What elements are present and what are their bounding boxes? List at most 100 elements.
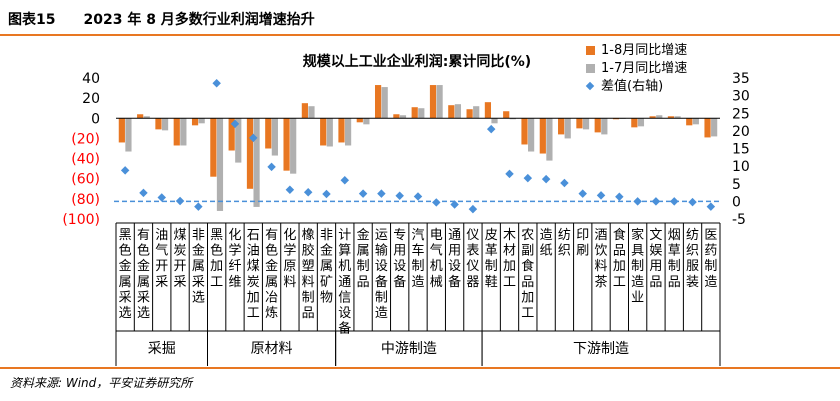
- bar-jul: [399, 115, 407, 119]
- bar-aug: [411, 107, 418, 119]
- diff-marker: [468, 204, 478, 214]
- y-right-tick-label: 20: [732, 124, 750, 140]
- diff-marker: [285, 185, 295, 194]
- y-left-tick-label: (100): [62, 212, 100, 228]
- category-label: 化学纤维: [228, 228, 241, 290]
- diff-marker: [322, 189, 331, 199]
- y-right-tick-label: 10: [732, 159, 750, 175]
- group-label: 中游制造: [381, 341, 437, 357]
- diff-marker: [175, 196, 185, 206]
- bar-jul: [637, 118, 645, 127]
- bar-jul: [198, 118, 205, 124]
- category-label: 农副食品加工: [521, 228, 534, 321]
- y-right-tick-label: 30: [732, 89, 750, 105]
- header-rule: [0, 34, 840, 36]
- diff-marker: [340, 175, 350, 185]
- category-label: 有色金属冶炼: [265, 228, 278, 321]
- bar-jul: [308, 106, 315, 119]
- category-label: 通用设备: [448, 228, 461, 290]
- bar-jul: [582, 118, 590, 130]
- diff-marker: [615, 192, 624, 202]
- category-label: 黑色加工: [210, 228, 223, 290]
- category-label: 石油煤炭加工: [247, 228, 260, 321]
- category-label: 医药制造: [704, 228, 717, 290]
- bar-jul: [381, 87, 388, 119]
- bar-jul: [692, 118, 699, 125]
- diff-marker: [157, 193, 167, 202]
- category-label: 烟草制品: [668, 228, 681, 290]
- category-label: 木材加工: [503, 228, 516, 290]
- legend-label-2: 1-7月同比增速: [601, 61, 687, 76]
- bar-aug: [265, 118, 272, 149]
- bar-jul: [143, 116, 150, 119]
- category-label: 油气开采: [155, 228, 168, 290]
- bar-aug: [539, 118, 546, 154]
- diff-marker: [413, 192, 423, 201]
- y-right-tick-label: 25: [732, 106, 750, 122]
- category-label: 运输设备制造: [375, 228, 388, 321]
- category-label: 汽车制造: [411, 228, 424, 290]
- diff-marker: [212, 79, 221, 88]
- bar-aug: [356, 118, 363, 123]
- diff-marker: [633, 197, 642, 206]
- bar-aug: [210, 118, 217, 177]
- bar-jul: [271, 118, 278, 156]
- bar-aug: [576, 118, 583, 129]
- diff-marker: [541, 174, 551, 184]
- bar-aug: [667, 116, 675, 119]
- figure-title: 图表15 2023 年 8 月多数行业利润增速抬升: [8, 12, 315, 28]
- diff-marker: [395, 191, 404, 200]
- diff-marker: [377, 189, 386, 198]
- y-left-tick-label: (60): [71, 172, 100, 188]
- profit-growth-chart: 规模以上工业企业利润:累计同比(%) 1-8月同比增速 1-7月同比增速差值(右轴)…: [62, 43, 750, 366]
- bar-jul: [674, 116, 681, 119]
- category-label: 文娱用品: [649, 228, 662, 290]
- bar-jul: [253, 118, 260, 207]
- diff-marker: [139, 188, 148, 198]
- source-note: 资料来源: Wind，平安证券研究所: [10, 376, 193, 390]
- legend-label-3: 差值(右轴): [601, 78, 663, 94]
- bar-jul: [491, 118, 498, 124]
- bar-jul: [528, 118, 535, 152]
- category-label: 食品加工: [613, 227, 626, 290]
- diff-marker: [194, 202, 203, 211]
- bar-jul: [235, 118, 242, 163]
- category-label: 非金属采选: [192, 228, 205, 305]
- y-left-tick-label: (80): [71, 192, 100, 208]
- diff-marker: [303, 187, 313, 197]
- diff-marker: [267, 162, 276, 172]
- diff-marker: [596, 191, 606, 200]
- bar-aug: [558, 118, 565, 135]
- group-label: 原材料: [251, 341, 293, 357]
- bar-aug: [484, 102, 492, 119]
- diff-marker: [505, 169, 514, 179]
- bar-aug: [228, 118, 235, 151]
- category-label: 酒饮料茶: [595, 228, 608, 290]
- bar-aug: [283, 118, 290, 171]
- diff-marker: [358, 189, 368, 198]
- bar-jul: [509, 118, 516, 120]
- bar-jul: [418, 108, 425, 119]
- y-left-tick-label: 20: [82, 91, 100, 107]
- footer-rule: [0, 367, 840, 369]
- bar-jul: [546, 118, 553, 161]
- bar-jul: [125, 118, 132, 152]
- category-label: 煤炭开采: [174, 228, 187, 290]
- bar-aug: [118, 118, 125, 143]
- group-label: 下游制造: [573, 341, 629, 357]
- bar-aug: [686, 118, 693, 126]
- bar-jul: [161, 118, 169, 131]
- bar-jul: [363, 118, 370, 125]
- diff-marker: [450, 200, 459, 209]
- bar-jul: [473, 106, 480, 119]
- bar-aug: [393, 114, 400, 119]
- figure-header: 图表15 2023 年 8 月多数行业利润增速抬升: [0, 0, 840, 36]
- bar-aug: [704, 118, 711, 138]
- category-label: 非金属矿物: [320, 228, 333, 305]
- diff-marker: [120, 166, 130, 175]
- diff-marker: [578, 189, 587, 198]
- legend-swatch-2: [586, 64, 595, 73]
- y-left-tick-label: 0: [91, 111, 100, 127]
- legend-swatch-1: [586, 46, 595, 55]
- category-label: 仪表仪器: [466, 228, 479, 290]
